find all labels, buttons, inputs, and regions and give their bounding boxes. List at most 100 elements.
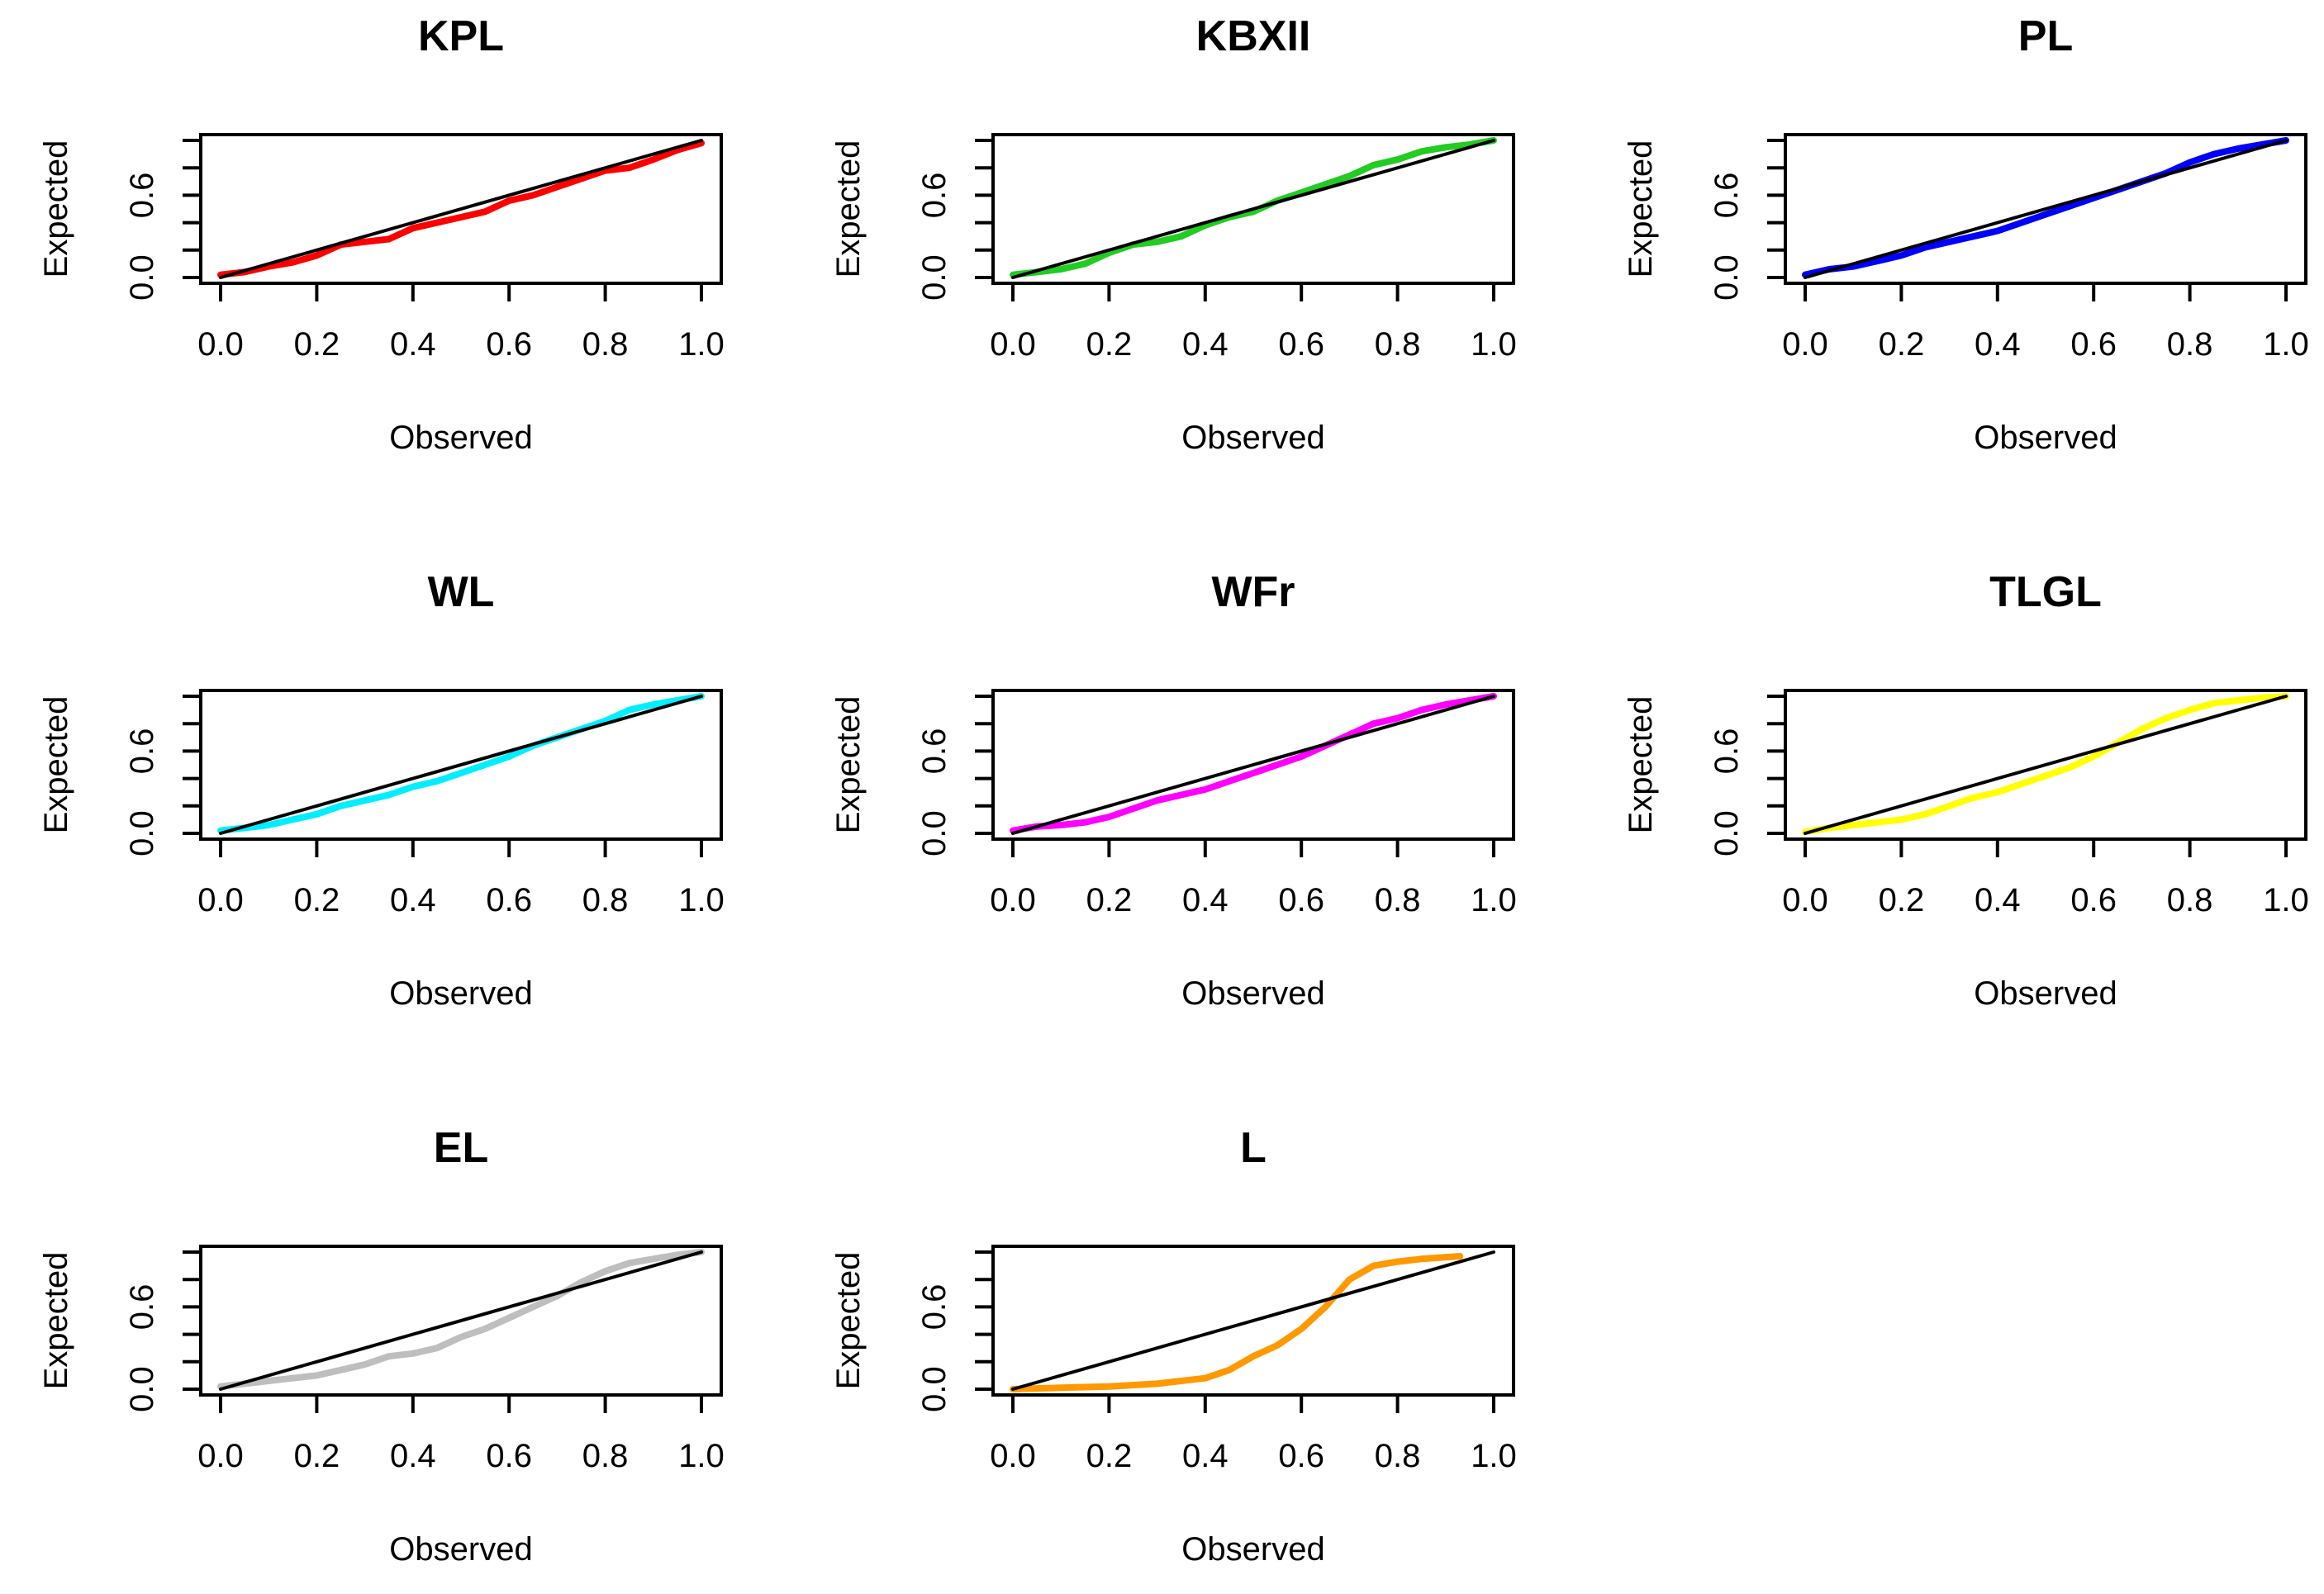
- y-axis-label: Expected: [830, 140, 867, 278]
- x-tick-label: 1.0: [2263, 326, 2309, 363]
- y-tick-label: 0.6: [916, 728, 953, 775]
- panel-kbxii: KBXII 0.0 0.2 0.4 0.6 0.8 1.0 0.0 0.6 Observed Exp…: [830, 12, 1517, 456]
- x-tick-label: 0.8: [1375, 1438, 1421, 1474]
- reference-line: [1011, 139, 1495, 279]
- panel-title: TLGL: [1989, 568, 2102, 616]
- x-tick-label: 0.2: [1879, 882, 1925, 918]
- x-tick-label: 1.0: [678, 326, 725, 363]
- x-tick-label: 0.6: [1278, 1438, 1324, 1474]
- x-tick-label: 1.0: [1471, 1438, 1517, 1474]
- y-tick-label: 0.6: [916, 1284, 953, 1331]
- series-line-kbxii: [1010, 137, 1497, 278]
- y-axis-label: Expected: [830, 696, 867, 834]
- y-tick-label: 0.0: [124, 1366, 160, 1412]
- x-tick-label: 0.0: [990, 882, 1036, 918]
- x-axis-label: Observed: [389, 1531, 532, 1568]
- x-tick-label: 0.2: [294, 1438, 340, 1474]
- x-axis-label: Observed: [1974, 420, 2117, 456]
- x-tick-label: 0.6: [1278, 326, 1324, 363]
- panel-kpl: KPL 0.0 0.2 0.4 0.6 0.8 1.0 0.0 0.6 Observed Expec…: [38, 12, 725, 456]
- reference-line: [1011, 1250, 1495, 1391]
- panel-title: KBXII: [1196, 12, 1311, 60]
- panel-wfr: WFr 0.0 0.2 0.4 0.6 0.8 1.0 0.0 0.6 Observed Expec…: [830, 568, 1517, 1012]
- x-tick-label: 0.0: [197, 882, 244, 918]
- panel-el: EL 0.0 0.2 0.4 0.6 0.8 1.0 0.0 0.6 Observed Expect…: [38, 1124, 725, 1568]
- y-axis-label: Expected: [38, 1252, 74, 1390]
- panel-tlgl: TLGL 0.0 0.2 0.4 0.6 0.8 1.0 0.0 0.6 Observed Expe…: [1623, 568, 2309, 1012]
- x-tick-label: 0.0: [990, 1438, 1036, 1474]
- panel-l: L 0.0 0.2 0.4 0.6 0.8 1.0 0.0 0.6 Observed Expecte…: [830, 1124, 1517, 1568]
- reference-line: [1804, 695, 2288, 835]
- panel-title: KPL: [418, 12, 504, 60]
- x-tick-label: 0.8: [582, 1438, 629, 1474]
- y-tick-label: 0.0: [1709, 810, 1745, 856]
- x-tick-label: 0.2: [294, 882, 340, 918]
- x-tick-label: 0.4: [1182, 326, 1229, 363]
- y-tick-label: 0.0: [124, 254, 160, 301]
- panel-title: EL: [434, 1124, 488, 1172]
- series-line-wfr: [1010, 693, 1497, 834]
- x-tick-label: 0.6: [2070, 882, 2117, 918]
- x-tick-label: 0.0: [990, 326, 1036, 363]
- x-tick-label: 0.0: [197, 326, 244, 363]
- x-axis-label: Observed: [389, 975, 532, 1012]
- y-axis-label: Expected: [830, 1252, 867, 1390]
- series-line-el: [217, 1249, 705, 1390]
- x-tick-label: 0.4: [1975, 882, 2021, 918]
- x-tick-label: 0.0: [1782, 326, 1828, 363]
- x-tick-label: 0.2: [1086, 1438, 1133, 1474]
- x-tick-label: 0.8: [582, 882, 629, 918]
- y-axis-label: Expected: [1623, 140, 1659, 278]
- x-tick-label: 0.0: [1782, 882, 1828, 918]
- panel-wl: WL 0.0 0.2 0.4 0.6 0.8 1.0 0.0 0.6 Observed Expect…: [38, 568, 725, 1012]
- x-tick-label: 0.2: [294, 326, 340, 363]
- x-tick-label: 0.4: [390, 1438, 436, 1474]
- series-line-pl: [1802, 137, 2289, 278]
- x-tick-label: 1.0: [2263, 882, 2309, 918]
- series-line-kpl: [217, 140, 705, 278]
- series-line-l: [1010, 1253, 1464, 1392]
- x-tick-label: 0.8: [1375, 326, 1421, 363]
- x-tick-label: 1.0: [678, 1438, 725, 1474]
- x-tick-label: 1.0: [678, 882, 725, 918]
- x-tick-label: 1.0: [1471, 326, 1517, 363]
- x-tick-label: 0.8: [582, 326, 629, 363]
- y-tick-label: 0.0: [916, 810, 953, 856]
- x-tick-label: 0.6: [486, 882, 532, 918]
- y-tick-label: 0.6: [916, 173, 953, 219]
- reference-line: [219, 139, 703, 279]
- y-tick-label: 0.6: [1709, 173, 1745, 219]
- x-tick-label: 0.4: [390, 326, 436, 363]
- x-axis-label: Observed: [1181, 420, 1324, 456]
- y-axis-label: Expected: [1623, 696, 1659, 834]
- panel-title: WFr: [1211, 568, 1295, 616]
- y-axis-label: Expected: [38, 696, 74, 834]
- x-tick-label: 1.0: [1471, 882, 1517, 918]
- reference-line: [219, 695, 703, 835]
- y-tick-label: 0.6: [124, 728, 160, 775]
- x-tick-label: 0.0: [197, 1438, 244, 1474]
- x-tick-label: 0.6: [486, 1438, 532, 1474]
- x-tick-label: 0.2: [1086, 326, 1133, 363]
- reference-line: [1011, 695, 1495, 835]
- x-axis-label: Observed: [1181, 975, 1324, 1012]
- x-tick-label: 0.2: [1879, 326, 1925, 363]
- x-tick-label: 0.8: [2167, 882, 2213, 918]
- y-tick-label: 0.0: [1709, 254, 1745, 301]
- x-tick-label: 0.4: [390, 882, 436, 918]
- x-tick-label: 0.6: [486, 326, 532, 363]
- y-tick-label: 0.0: [916, 1366, 953, 1412]
- x-tick-label: 0.4: [1975, 326, 2021, 363]
- reference-line: [1804, 139, 2288, 279]
- series-line-tlgl: [1802, 693, 2289, 836]
- panel-title: PL: [2018, 12, 2073, 60]
- panel-pl: PL 0.0 0.2 0.4 0.6 0.8 1.0 0.0 0.6 Observed Expect…: [1623, 12, 2309, 456]
- x-tick-label: 0.6: [1278, 882, 1324, 918]
- y-tick-label: 0.6: [124, 173, 160, 219]
- x-tick-label: 0.2: [1086, 882, 1133, 918]
- y-tick-label: 0.6: [1709, 728, 1745, 775]
- x-tick-label: 0.8: [2167, 326, 2213, 363]
- x-tick-label: 0.6: [2070, 326, 2117, 363]
- x-tick-label: 0.4: [1182, 1438, 1229, 1474]
